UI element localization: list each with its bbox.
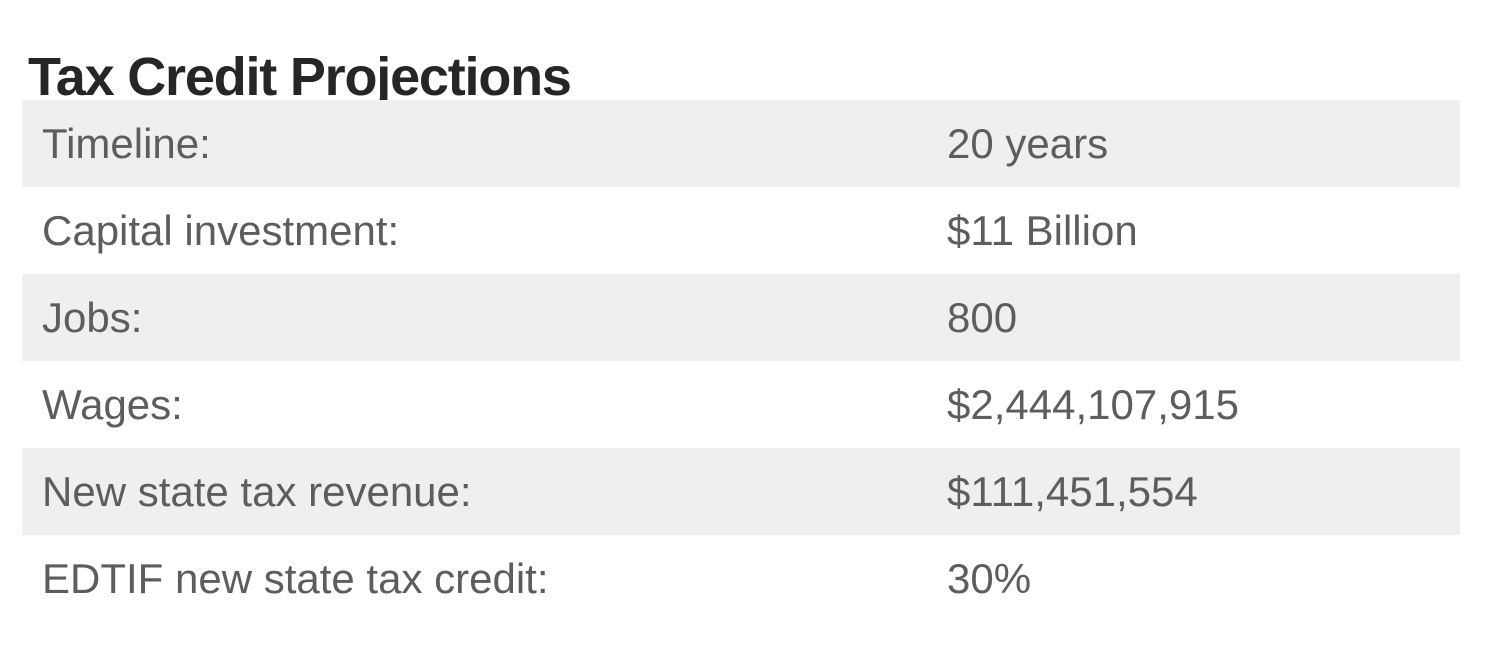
table-row: EDTIF new state tax credit: 30%	[22, 535, 1460, 622]
row-value: $11 Billion	[947, 206, 1138, 254]
row-value: 20 years	[947, 119, 1109, 167]
row-value: $111,451,554	[947, 467, 1198, 515]
row-label: Capital investment:	[42, 206, 400, 254]
row-value: 30%	[947, 554, 1032, 602]
row-label: Timeline:	[42, 119, 211, 167]
row-label: New state tax revenue:	[42, 467, 472, 515]
page-title: Tax Credit Projections	[28, 47, 572, 108]
projections-table: Timeline: 20 years Capital investment: $…	[22, 100, 1460, 622]
row-value: $2,444,107,915	[947, 380, 1239, 428]
row-value: 800	[947, 293, 1018, 341]
row-label: Wages:	[42, 380, 183, 428]
row-label: EDTIF new state tax credit:	[42, 554, 549, 602]
table-row: Jobs: 800	[22, 274, 1460, 361]
table-row: New state tax revenue: $111,451,554	[22, 448, 1460, 535]
table-row: Timeline: 20 years	[22, 100, 1460, 187]
table-row: Capital investment: $11 Billion	[22, 187, 1460, 274]
row-label: Jobs:	[42, 293, 143, 341]
table-row: Wages: $2,444,107,915	[22, 361, 1460, 448]
